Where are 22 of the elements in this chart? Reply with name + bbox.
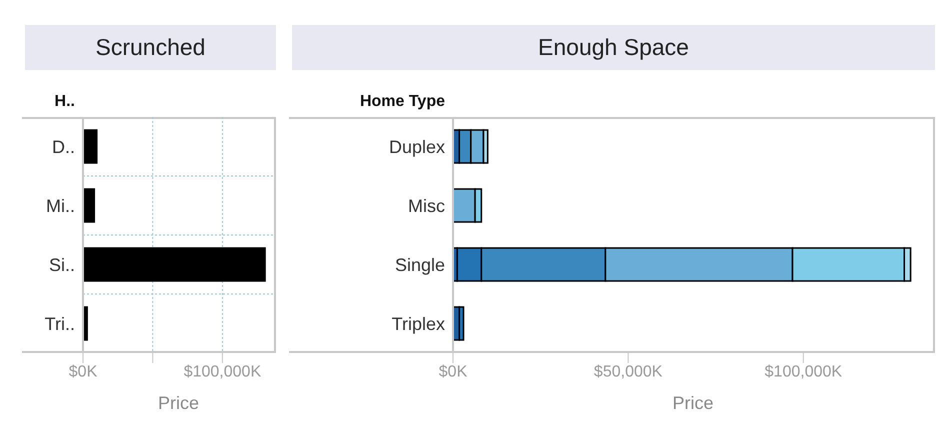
- y-axis-title: Home Type: [360, 93, 445, 111]
- chart-title: Scrunched: [25, 25, 276, 70]
- y-tick-label: D..: [52, 136, 75, 157]
- y-tick-label: Misc: [408, 196, 445, 216]
- x-tick-label: $100,000K: [184, 363, 262, 380]
- bar: [83, 129, 98, 164]
- bar: [83, 247, 266, 282]
- x-tick-label: $100,000K: [764, 363, 842, 380]
- y-tick-label: Single: [394, 254, 445, 275]
- x-tick-label: $50,000K: [594, 363, 663, 380]
- x-axis-title: Price: [672, 393, 714, 413]
- x-tick-label: $0K: [68, 363, 98, 380]
- bar: [83, 188, 96, 223]
- y-axis-title: H..: [54, 93, 75, 111]
- y-tick-label: Triplex: [392, 314, 445, 334]
- chart-title: Enough Space: [292, 25, 935, 70]
- x-tick-label: $0K: [438, 363, 468, 380]
- y-tick-label: Duplex: [388, 136, 445, 157]
- y-tick-label: Mi..: [46, 196, 75, 216]
- y-tick-label: Tri..: [44, 314, 75, 334]
- x-axis-title: Price: [158, 393, 200, 413]
- y-tick-label: Si..: [48, 254, 75, 275]
